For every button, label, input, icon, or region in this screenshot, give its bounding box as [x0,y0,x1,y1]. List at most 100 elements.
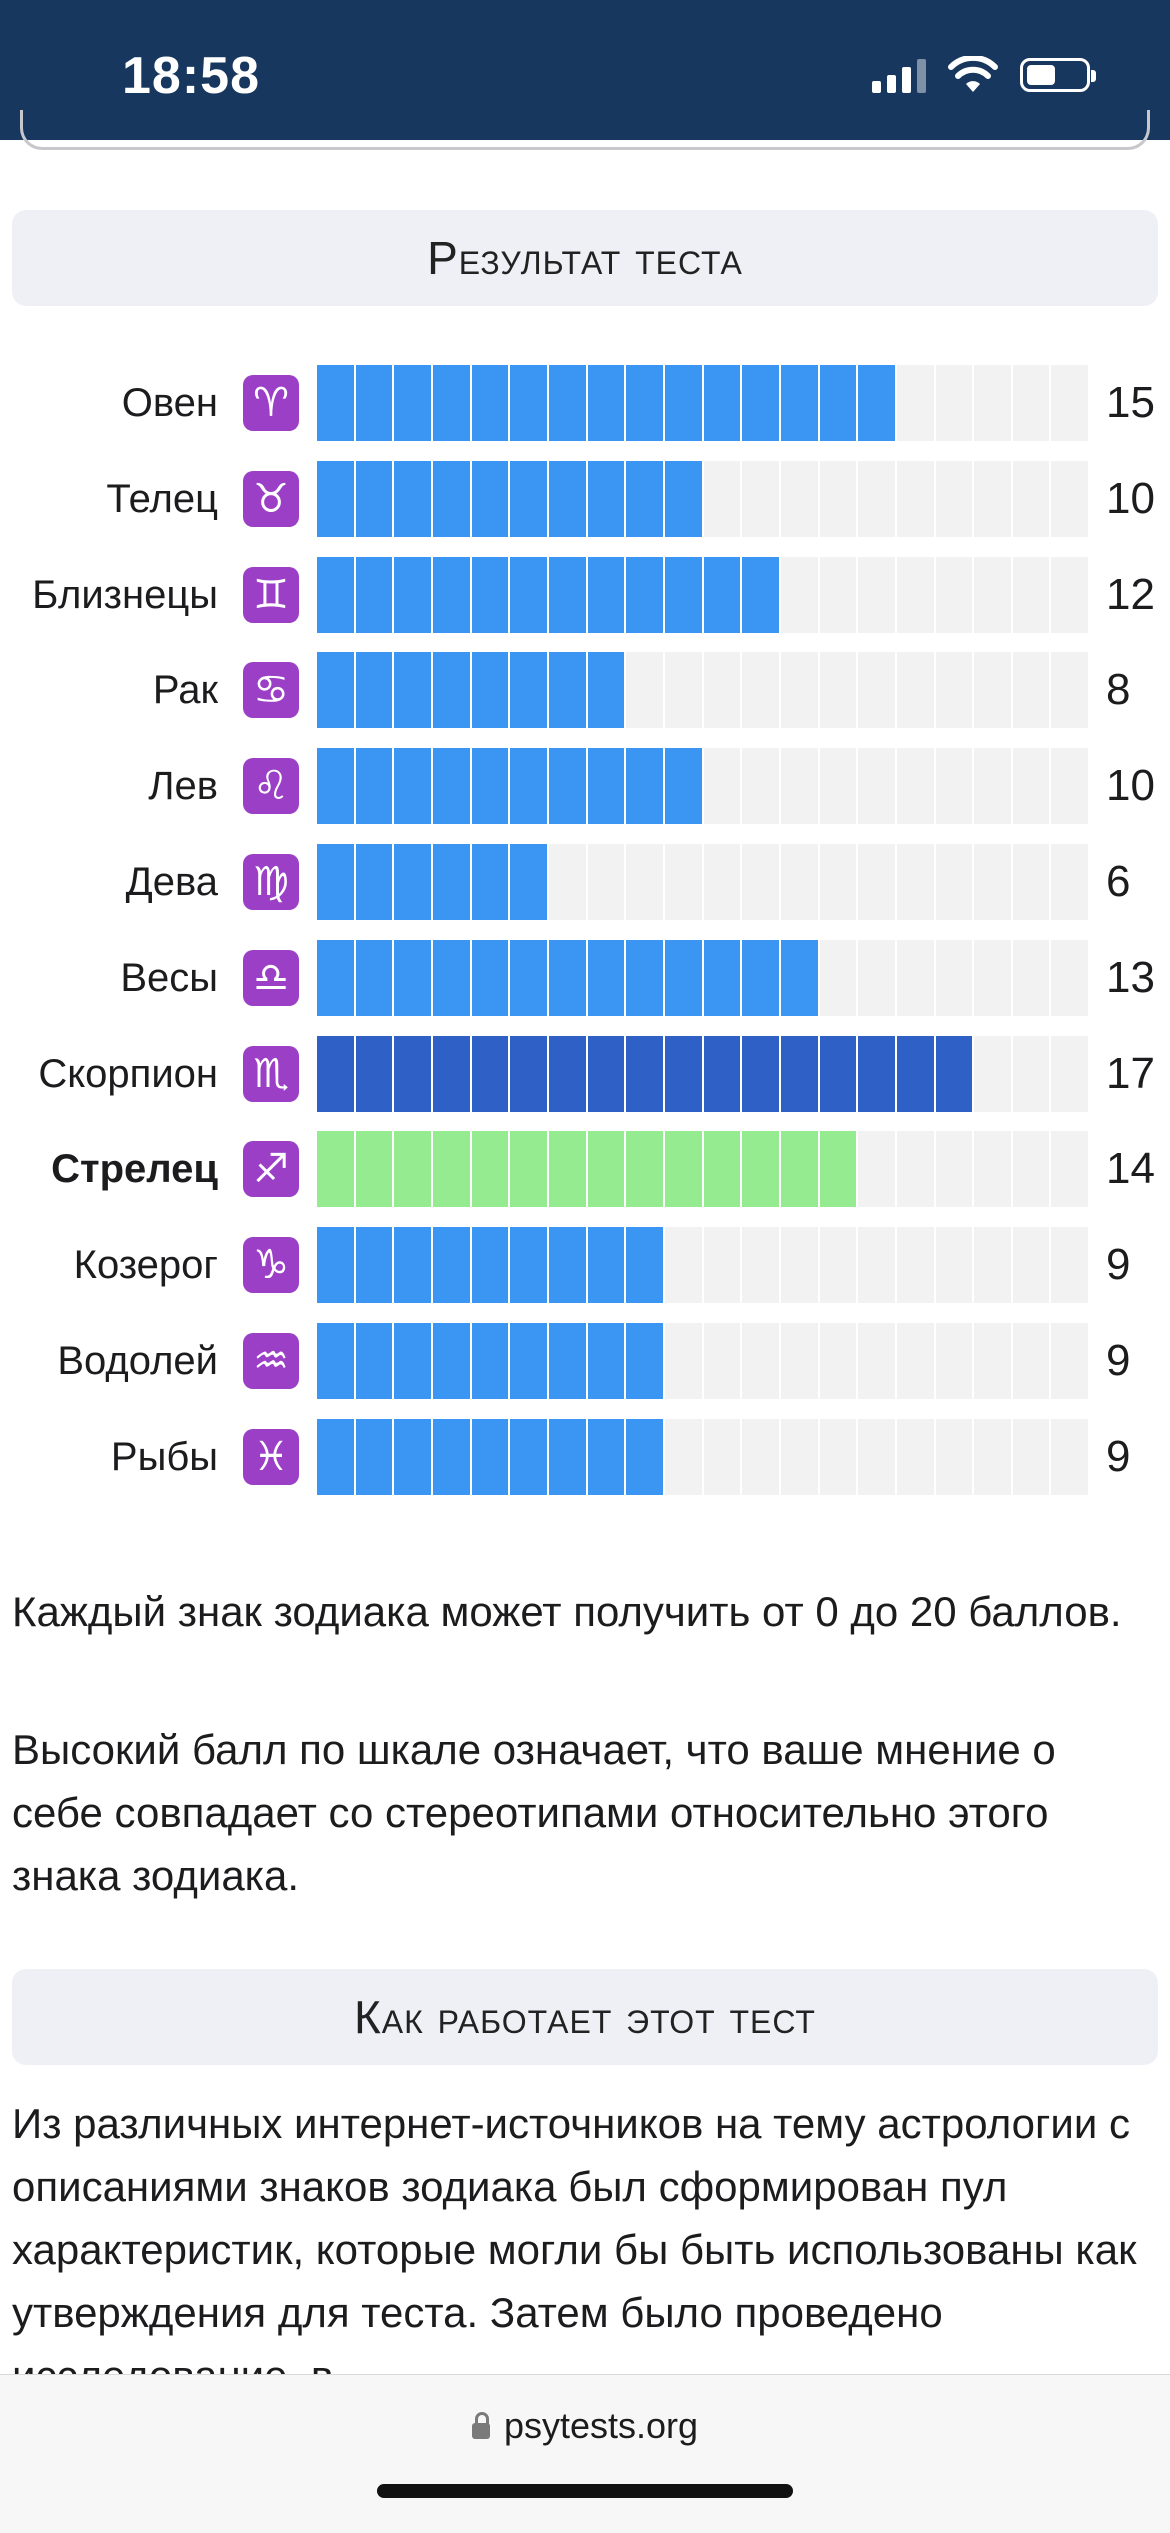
bar-segment-empty [626,844,665,920]
bar-segment-filled [587,1418,627,1495]
bar-segment-empty [1012,939,1052,1016]
zodiac-symbol-icon: ♉ [243,470,299,527]
bar-segment-empty [1051,748,1091,825]
bar-segment-filled [548,1418,588,1495]
score-value: 9 [1106,1336,1131,1385]
bar-segment-empty [703,1323,743,1399]
bar-segment-empty [1051,365,1091,441]
score-bar [317,556,1091,633]
score-value: 6 [1106,857,1131,906]
url-field[interactable]: psytests.org [0,2405,1170,2447]
bar-segment-empty [896,1418,936,1495]
bar-segment-empty [1012,1227,1052,1304]
bar-segment-filled [471,1323,511,1399]
bar-segment-filled [703,365,743,441]
chart-row: Лев ♌ 10 [0,748,1170,825]
bar-segment-empty [1051,939,1091,1016]
bar-segment-empty [896,844,936,920]
score-value: 10 [1106,473,1155,523]
bar-segment-empty [896,365,936,441]
bar-segment-filled [317,365,356,441]
bar-segment-empty [780,844,820,920]
bar-segment-filled [394,939,433,1016]
bar-segment-filled [858,365,897,441]
bar-segment-empty [896,939,936,1016]
bar-segment-filled [780,1131,820,1208]
bar-segment-empty [974,748,1013,825]
paragraph-score-meaning: Высокий балл по шкале означает, что ваше… [12,1726,1056,1899]
bar-segment-empty [664,652,704,729]
chart-row: Водолей ♒ 9 [0,1323,1170,1399]
bar-segment-filled [394,652,433,729]
bar-segment-filled [317,1323,356,1399]
bar-segment-filled [471,1035,511,1112]
bar-segment-filled [742,1035,781,1112]
bar-segment-empty [548,844,588,920]
bar-segment-filled [317,1131,356,1208]
status-bar: 18:58 [0,0,1170,140]
bar-segment-filled [664,460,704,537]
score-bar [317,1418,1091,1495]
bar-segment-filled [510,1418,549,1495]
bar-segment-filled [935,1035,975,1112]
sign-label: Лев [148,764,218,809]
bar-segment-filled [510,1323,549,1399]
bar-segment-filled [471,556,511,633]
bar-segment-empty [742,1323,781,1399]
bar-segment-filled [394,1227,433,1304]
bar-segment-filled [626,1131,665,1208]
score-bar [317,939,1091,1016]
bar-segment-empty [1051,460,1091,537]
bar-segment-empty [935,939,975,1016]
score-value: 14 [1106,1144,1155,1194]
bar-segment-filled [626,556,665,633]
wifi-icon [948,56,998,92]
zodiac-symbol-icon: ♍ [243,854,299,910]
bar-segment-empty [819,652,859,729]
bar-segment-filled [394,460,433,537]
bar-segment-empty [1012,556,1052,633]
bar-segment-empty [858,556,897,633]
bar-segment-empty [858,1323,897,1399]
bar-segment-empty [935,1131,975,1208]
bar-segment-filled [355,652,395,729]
bar-segment-filled [317,556,356,633]
chart-row: Скорпион ♏ 17 [0,1035,1170,1112]
bar-segment-empty [974,1418,1013,1495]
score-bar [317,460,1091,537]
bar-segment-filled [780,1035,820,1112]
bar-segment-empty [935,652,975,729]
bar-segment-empty [664,1227,704,1304]
browser-address-bar[interactable]: psytests.org [0,2374,1170,2533]
bar-segment-filled [626,939,665,1016]
chart-row: Дева ♍ 6 [0,844,1170,920]
bar-segment-filled [394,844,433,920]
zodiac-symbol-icon: ♒ [243,1333,299,1389]
bar-segment-empty [1012,1323,1052,1399]
bar-segment-empty [858,844,897,920]
battery-icon [1020,58,1096,92]
bar-segment-empty [1051,1035,1091,1112]
sign-label: Водолей [57,1339,218,1383]
bar-segment-filled [355,365,395,441]
bar-segment-empty [1012,460,1052,537]
zodiac-symbol-icon: ♈ [243,375,299,431]
bar-segment-empty [935,460,975,537]
zodiac-symbol-icon: ♎ [243,949,299,1006]
bar-segment-empty [974,460,1013,537]
bar-segment-filled [587,365,627,441]
bar-segment-empty [1012,365,1052,441]
bar-segment-filled [355,556,395,633]
bar-segment-empty [780,652,820,729]
paragraph-score-range: Каждый знак зодиака может получить от 0 … [12,1588,1122,1635]
zodiac-symbol-icon: ♋ [243,662,299,719]
home-indicator[interactable] [377,2484,793,2498]
bar-segment-filled [471,1418,511,1495]
bar-segment-filled [626,748,665,825]
sign-label: Близнецы [32,572,218,617]
bar-segment-empty [858,460,897,537]
bar-segment-empty [935,365,975,441]
bar-segment-filled [548,1131,588,1208]
bar-segment-filled [548,1227,588,1304]
bar-segment-empty [1012,844,1052,920]
